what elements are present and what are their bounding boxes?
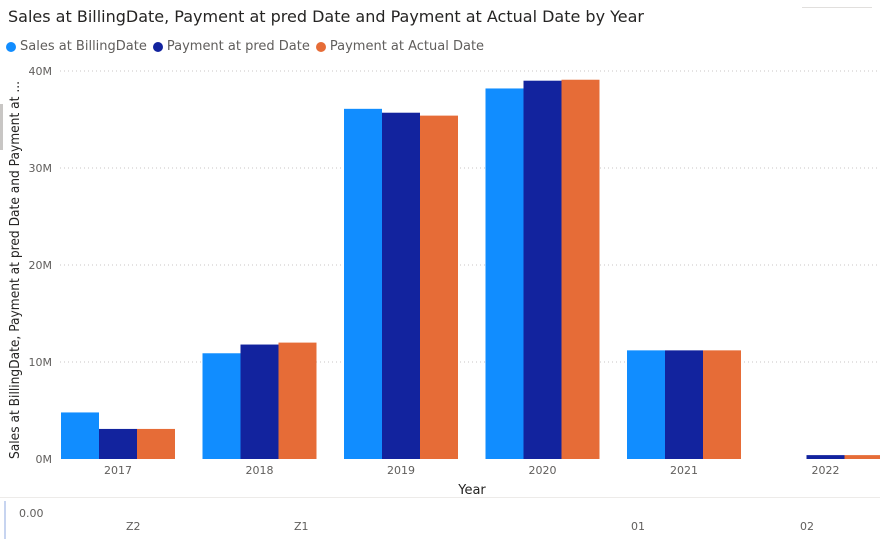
bar-2017-0[interactable] xyxy=(61,412,99,459)
x-tick-label-2018: 2018 xyxy=(246,464,274,477)
x-tick-label-2022: 2022 xyxy=(812,464,840,477)
footer-label-z1: Z1 xyxy=(294,520,309,533)
footer-value-label: 0.00 xyxy=(19,507,44,520)
bar-2021-0[interactable] xyxy=(627,350,665,459)
y-tick-label-0: 0M xyxy=(36,453,53,466)
y-tick-label-20: 20M xyxy=(29,259,53,272)
bar-2019-1[interactable] xyxy=(382,113,420,459)
x-tick-label-2017: 2017 xyxy=(104,464,132,477)
bar-2020-1[interactable] xyxy=(524,81,562,459)
y-tick-label-30: 30M xyxy=(29,162,53,175)
x-tick-label-2020: 2020 xyxy=(529,464,557,477)
footer-label-z2: Z2 xyxy=(126,520,141,533)
bar-2020-2[interactable] xyxy=(562,80,600,459)
x-tick-label-2021: 2021 xyxy=(670,464,698,477)
footer-label-01: 01 xyxy=(631,520,645,533)
bar-2017-1[interactable] xyxy=(99,429,137,459)
bar-2020-0[interactable] xyxy=(486,88,524,459)
footer-axis-strip: 0.00 Z2 Z1 01 02 xyxy=(0,497,880,541)
bar-2018-0[interactable] xyxy=(203,353,241,459)
bar-2021-1[interactable] xyxy=(665,350,703,459)
bar-2022-2[interactable] xyxy=(845,455,880,459)
bar-2018-2[interactable] xyxy=(279,343,317,459)
bar-2021-2[interactable] xyxy=(703,350,741,459)
y-axis-label: Sales at BillingDate, Payment at pred Da… xyxy=(8,81,23,459)
bar-2018-1[interactable] xyxy=(241,345,279,459)
y-tick-label-40: 40M xyxy=(29,65,53,78)
bar-2019-2[interactable] xyxy=(420,116,458,459)
footer-label-02: 02 xyxy=(800,520,814,533)
x-tick-label-2019: 2019 xyxy=(387,464,415,477)
footer-scroll-indicator[interactable] xyxy=(4,501,6,539)
bar-2017-2[interactable] xyxy=(137,429,175,459)
bar-2022-1[interactable] xyxy=(807,455,845,459)
x-axis-label: Year xyxy=(457,483,486,498)
y-tick-label-10: 10M xyxy=(29,356,53,369)
bar-2019-0[interactable] xyxy=(344,109,382,459)
bar-chart: 0M 10M 20M 30M 40M 2017 2018 2019 2020 2021 2022 Ye… xyxy=(0,0,880,500)
